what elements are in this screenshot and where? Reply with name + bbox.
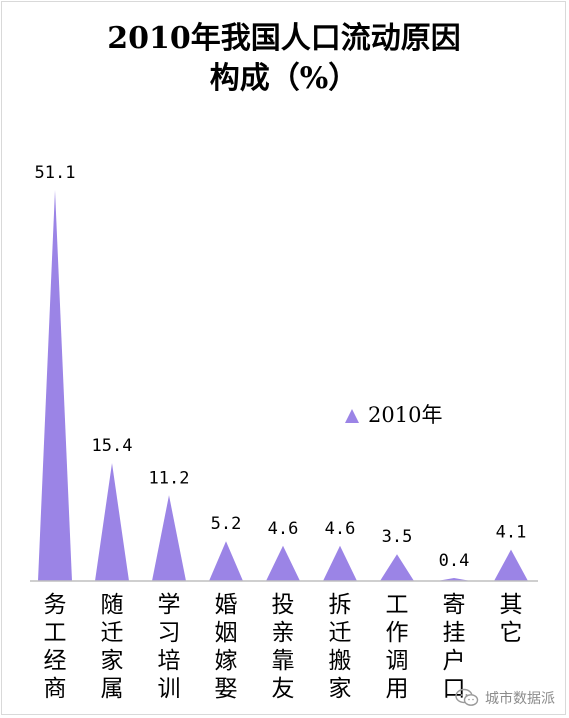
bar-marks	[38, 190, 528, 581]
watermark-text: 城市数据派	[485, 691, 555, 707]
value-label-4: 5.2	[211, 514, 242, 534]
category-label-6-char-4: 家	[329, 676, 352, 702]
category-label-1-char-1: 务	[44, 592, 67, 618]
category-label-6-char-1: 拆	[329, 592, 352, 618]
value-labels: 51.1 15.4 11.2 5.2 4.6 4.6 3.5 0.4 4.1	[35, 163, 527, 571]
bar-4	[209, 541, 243, 581]
watermark: 城市数据派	[455, 688, 555, 708]
category-label-1-char-2: 工	[44, 620, 67, 646]
category-label-5-char-1: 投	[272, 592, 295, 618]
category-label-6-char-2: 迁	[329, 620, 352, 646]
chart-title-line-2: 构成（%）	[210, 61, 359, 96]
category-label-7-char-1: 工	[386, 592, 409, 618]
category-label-9-char-1: 其	[500, 592, 523, 618]
category-label-3-char-4: 训	[158, 676, 181, 702]
legend-marker	[345, 409, 359, 423]
category-label-8-char-3: 户	[443, 648, 466, 674]
category-label-3-char-3: 培	[158, 648, 181, 674]
category-label-2-char-1: 随	[101, 592, 124, 618]
category-label-9-char-2: 它	[500, 620, 523, 646]
category-label-2-char-4: 属	[101, 676, 124, 702]
category-label-7-char-3: 调	[386, 648, 409, 674]
bar-8	[437, 577, 471, 581]
bar-9	[494, 549, 528, 581]
category-label-7-char-4: 用	[386, 676, 409, 702]
category-label-5-char-3: 靠	[272, 648, 295, 674]
value-label-5: 4.6	[268, 519, 299, 539]
value-label-2: 15.4	[92, 436, 133, 456]
category-label-2-char-3: 家	[101, 648, 124, 674]
category-label-8-char-2: 挂	[443, 620, 466, 646]
bar-5	[266, 545, 300, 581]
category-label-3-char-2: 习	[158, 620, 181, 646]
value-label-3: 11.2	[149, 468, 190, 488]
category-label-1-char-3: 经	[44, 648, 67, 674]
value-label-6: 4.6	[325, 519, 356, 539]
category-label-7-char-2: 作	[386, 620, 409, 646]
category-label-8-char-1: 寄	[443, 592, 466, 618]
category-label-3-char-1: 学	[158, 592, 181, 618]
category-label-5-char-4: 友	[272, 676, 295, 702]
value-label-7: 3.5	[382, 527, 413, 547]
wechat-icon	[455, 688, 479, 706]
value-label-8: 0.4	[439, 551, 470, 571]
category-label-4-char-2: 姻	[215, 620, 238, 646]
chart-title-line-1: 2010年我国人口流动原因	[107, 21, 461, 56]
legend: 2010年	[345, 403, 442, 427]
category-label-4-char-3: 嫁	[215, 648, 238, 674]
bar-7	[380, 554, 414, 581]
bar-3	[152, 495, 186, 581]
value-label-9: 4.1	[496, 523, 527, 543]
category-label-8-char-4: 口	[443, 676, 466, 702]
category-label-4-char-4: 娶	[215, 676, 238, 702]
category-label-5-char-2: 亲	[272, 620, 295, 646]
value-label-1: 51.1	[35, 163, 76, 183]
category-label-6-char-3: 搬	[329, 648, 352, 674]
category-label-4-char-1: 婚	[215, 592, 238, 618]
category-label-1-char-4: 商	[44, 676, 67, 702]
bar-1	[38, 190, 72, 581]
bar-2	[95, 463, 129, 581]
bar-6	[323, 545, 357, 581]
category-label-2-char-2: 迁	[101, 620, 124, 646]
legend-label: 2010年	[368, 403, 442, 427]
